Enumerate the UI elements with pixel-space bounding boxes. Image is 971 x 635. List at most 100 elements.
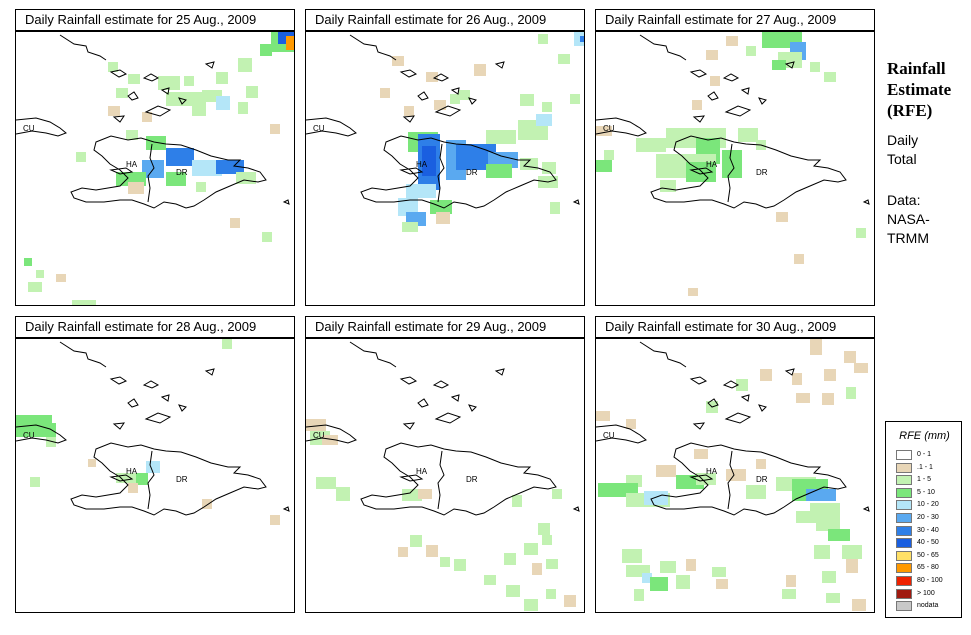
coastline xyxy=(862,506,870,512)
coastline xyxy=(494,368,505,376)
rainfall-cell xyxy=(546,589,556,599)
rainfall-cell xyxy=(574,32,584,46)
rainfall-cell xyxy=(246,86,258,98)
rainfall-cell xyxy=(286,36,294,50)
rainfall-cell xyxy=(404,106,414,116)
rainfall-cell xyxy=(222,339,232,349)
rainfall-cell xyxy=(458,90,470,100)
legend-label: .1 - 1 xyxy=(917,463,933,471)
legend-swatch xyxy=(896,601,912,612)
legend-heading: Rainfall Estimate (RFE) xyxy=(887,59,952,120)
rainfall-cell xyxy=(166,92,206,106)
rainfall-cell xyxy=(712,567,726,577)
rainfall-cell xyxy=(532,563,542,575)
rainfall-cell xyxy=(660,561,676,573)
rainfall-cell xyxy=(166,172,186,186)
rainfall-cell xyxy=(30,477,40,487)
rainfall-cell xyxy=(398,547,408,557)
rainfall-cell xyxy=(260,44,272,56)
country-label: DR xyxy=(466,475,478,484)
rainfall-cell xyxy=(126,130,138,140)
rainfall-cell xyxy=(580,36,584,42)
coastline xyxy=(468,97,477,105)
coastline xyxy=(204,61,215,69)
rainfall-cell xyxy=(846,387,856,399)
border-line xyxy=(437,450,445,510)
rainfall-cell xyxy=(596,411,610,421)
border-line xyxy=(147,450,155,510)
rainfall-cell xyxy=(822,393,834,405)
panel-title: Daily Rainfall estimate for 27 Aug., 200… xyxy=(595,9,875,31)
country-label: CU xyxy=(23,431,35,440)
coastline xyxy=(740,394,750,402)
rainfall-cell xyxy=(486,164,512,178)
coastline xyxy=(434,412,462,424)
rainfall-cell xyxy=(636,138,666,152)
rainfall-cell xyxy=(418,489,432,499)
period-label: Daily Total xyxy=(887,132,919,167)
rainfall-cell xyxy=(550,202,560,214)
rainfall-cell xyxy=(570,94,580,104)
rainfall-cell xyxy=(816,517,840,531)
coastline xyxy=(434,105,462,117)
rainfall-cell xyxy=(772,60,786,70)
country-label: DR xyxy=(756,168,768,177)
legend-label: > 100 xyxy=(917,589,935,597)
rainfall-cell xyxy=(558,54,570,64)
rainfall-cell xyxy=(46,437,56,447)
rainfall-cell xyxy=(822,571,836,583)
country-label: HA xyxy=(706,467,718,476)
coastline xyxy=(417,91,429,101)
coastline xyxy=(282,199,290,205)
country-label: HA xyxy=(126,467,138,476)
rainfall-cell xyxy=(706,50,718,60)
coastline xyxy=(724,105,752,117)
legend-label: 1 - 5 xyxy=(917,476,932,484)
rainfall-cell xyxy=(192,160,222,176)
country-label: DR xyxy=(176,168,188,177)
coastline xyxy=(178,97,187,105)
coastline xyxy=(399,167,424,175)
coastline xyxy=(758,404,767,412)
rainfall-cell xyxy=(726,469,746,481)
coastline xyxy=(306,117,357,137)
rainfall-cell xyxy=(814,545,830,559)
rainfall-cell xyxy=(826,593,840,603)
rainfall-map: CU HA DR xyxy=(15,31,295,306)
coastline xyxy=(144,412,172,424)
panel-title: Daily Rainfall estimate for 28 Aug., 200… xyxy=(15,316,295,338)
map-canvas xyxy=(596,32,870,296)
legend-item: 0 - 1 xyxy=(896,450,961,460)
rainfall-cell xyxy=(454,559,466,571)
coastline xyxy=(689,69,708,78)
rainfall-map: CU HA DR xyxy=(15,338,295,613)
coastline xyxy=(402,115,416,123)
rainfall-cell xyxy=(116,473,136,483)
rainfall-cell xyxy=(596,160,612,172)
rainfall-map: CU HA DR xyxy=(595,338,875,613)
rainfall-cell xyxy=(694,449,708,459)
rainfall-cell xyxy=(142,112,152,122)
country-label: CU xyxy=(23,124,35,133)
rainfall-cell xyxy=(504,553,516,565)
rainfall-cell xyxy=(398,198,418,216)
legend-item: 30 - 40 xyxy=(896,525,961,536)
rainfall-cell xyxy=(656,465,676,477)
coastline xyxy=(282,506,290,512)
rainfall-cell xyxy=(316,477,336,489)
rainfall-cell xyxy=(166,148,194,166)
rainfall-cell xyxy=(828,529,850,541)
legend-label: 20 - 30 xyxy=(917,514,939,521)
rainfall-cell xyxy=(642,573,652,583)
legend-swatch xyxy=(896,576,912,586)
legend-item: 20 - 30 xyxy=(896,513,961,523)
rainfall-cell xyxy=(434,100,446,110)
coastline xyxy=(109,376,128,385)
legend-swatch xyxy=(896,588,912,599)
rainfall-cell xyxy=(192,106,206,116)
coastline xyxy=(740,87,750,95)
rfe-legend: RFE (mm) 0 - 1 .1 - 1 1 - 5 5 - 10 10 - 20 20… xyxy=(885,421,962,618)
coastline xyxy=(432,380,450,389)
rainfall-cell xyxy=(32,423,56,437)
rainfall-cell xyxy=(230,218,240,228)
